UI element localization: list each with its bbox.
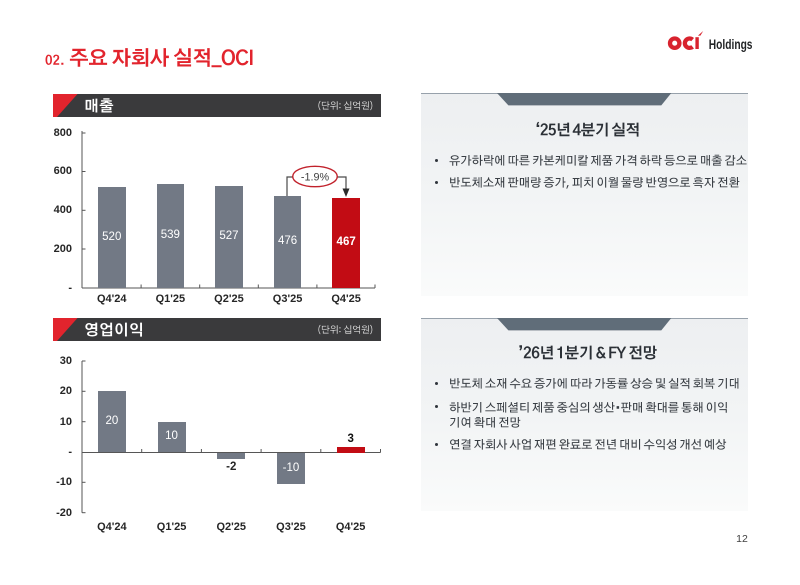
svg-text:Holdings: Holdings [709,36,753,52]
svg-text:-1.9%: -1.9% [301,171,330,183]
